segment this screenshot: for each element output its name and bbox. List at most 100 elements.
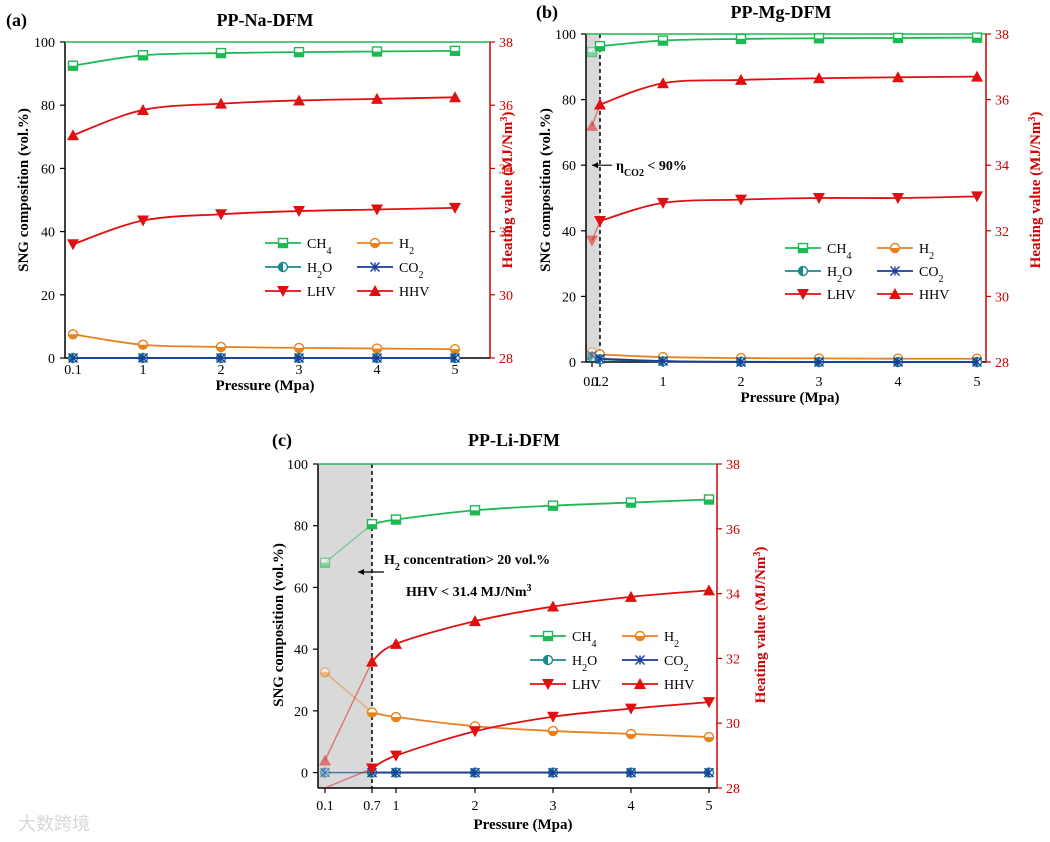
- x-tick-label: 5: [452, 363, 459, 378]
- y2-tick-label: 38: [726, 458, 740, 473]
- panel-b-title: PP-Mg-DFM: [731, 2, 832, 22]
- y2-tick-label: 28: [499, 352, 513, 367]
- legend-label: CO2: [399, 261, 423, 281]
- hhv-data-point: [137, 103, 149, 115]
- hhv-data-point: [703, 584, 715, 596]
- legend-item-hhv: HHV: [357, 285, 429, 300]
- legend-item-h2o: H2O: [530, 654, 597, 674]
- annotation-arrowhead: [592, 162, 598, 169]
- series-line: [371, 589, 710, 663]
- annotation-eta: ηCO2 < 90%: [616, 159, 687, 179]
- y-tick-label: 100: [555, 28, 576, 43]
- h2-marker-fill: [450, 349, 460, 354]
- h2-marker-fill: [890, 248, 900, 253]
- hhv-data-point: [971, 70, 983, 82]
- y-tick-label: 20: [294, 705, 308, 720]
- co2-data-point: [320, 767, 330, 778]
- hhv-data-point: [625, 590, 637, 602]
- y-tick-label: 100: [34, 36, 55, 51]
- panel-c-y2label: Heating value (MJ/Nm3): [752, 547, 770, 704]
- legend-item-h2: H2: [622, 630, 679, 650]
- legend-label: CH4: [827, 242, 851, 262]
- ch4-marker-fill: [320, 562, 330, 568]
- x-tick-label: 2: [738, 375, 745, 390]
- x-tick-label: 5: [974, 375, 981, 390]
- hhv-data-point: [390, 637, 402, 649]
- ch4-marker-fill: [704, 499, 714, 504]
- ch4-marker-fill: [595, 46, 605, 51]
- panel-b-y2label: Heating value (MJ/Nm3): [1027, 112, 1045, 269]
- ch4-marker-fill: [543, 636, 553, 641]
- x-tick-label: 2: [472, 799, 479, 814]
- x-tick-label: 1: [660, 375, 667, 390]
- x-tick-label: 3: [550, 799, 557, 814]
- legend-item-lhv: LHV: [785, 288, 856, 303]
- panel-b-xlabel: Pressure (Mpa): [740, 390, 839, 406]
- hhv-data-point: [657, 77, 669, 89]
- lhv-data-point: [390, 750, 402, 762]
- y2-tick-label: 32: [726, 652, 740, 667]
- y2-tick-label: 30: [995, 290, 1009, 305]
- y2-tick-label: 34: [726, 588, 740, 603]
- lhv-data-point: [293, 206, 305, 218]
- lhv-data-point: [703, 697, 715, 709]
- ch4-marker-fill: [814, 38, 824, 43]
- series-co2: [587, 350, 982, 367]
- y-tick-label: 60: [294, 581, 308, 596]
- series-h2: [319, 667, 715, 743]
- co2-data-point: [626, 767, 636, 778]
- y-tick-label: 40: [562, 225, 576, 240]
- series-line: [72, 333, 456, 351]
- h2-marker-fill: [548, 730, 558, 736]
- h2o-marker-fill: [278, 262, 283, 272]
- series-line: [599, 75, 978, 106]
- panel-b-label: (b): [536, 2, 558, 23]
- series-line: [371, 711, 710, 738]
- y-tick-label: 60: [562, 159, 576, 174]
- co2-data-point: [391, 767, 401, 778]
- series-lhv: [586, 191, 983, 247]
- y-tick-label: 80: [562, 94, 576, 109]
- h2-marker-fill: [138, 344, 148, 350]
- co2-data-point: [736, 357, 746, 367]
- hhv-data-point: [469, 615, 481, 627]
- panel-a-title: PP-Na-DFM: [217, 10, 314, 30]
- co2-data-point: [635, 655, 645, 665]
- legend-item-ch4: CH4: [265, 237, 331, 257]
- series-co2: [68, 353, 460, 363]
- panel-c-ylabel: SNG composition (vol.%): [271, 543, 287, 707]
- y-tick-label: 20: [562, 290, 576, 305]
- ch4-marker-fill: [548, 505, 558, 511]
- x-tick-label: 0.1: [316, 799, 334, 814]
- h2-marker-fill: [626, 734, 636, 739]
- legend-label: HHV: [664, 678, 694, 693]
- hhv-data-point: [547, 600, 559, 612]
- x-tick-label: 3: [296, 363, 303, 378]
- x-tick-label: 0.1: [64, 363, 82, 378]
- y2-tick-label: 38: [995, 28, 1009, 43]
- ch4-marker-fill: [587, 52, 597, 57]
- y2-tick-label: 30: [726, 717, 740, 732]
- annotation-h2: H2 concentration> 20 vol.%: [384, 553, 550, 573]
- co2-data-point: [893, 357, 903, 367]
- x-tick-label: 2: [218, 363, 225, 378]
- h2o-marker-fill: [68, 353, 73, 363]
- lhv-data-point: [366, 763, 378, 775]
- lhv-data-point: [371, 204, 383, 216]
- x-tick-label: 0.7: [363, 799, 381, 814]
- co2-data-point: [450, 353, 460, 363]
- h2-marker-fill: [216, 346, 226, 352]
- legend-item-ch4: CH4: [785, 242, 851, 262]
- panel-c-xlabel: Pressure (Mpa): [473, 817, 572, 833]
- legend: CH4 H2 H2O CO2 LHV HHV: [785, 242, 949, 303]
- co2-data-point: [294, 353, 304, 363]
- lhv-data-point: [625, 703, 637, 715]
- legend-label: HHV: [399, 285, 429, 300]
- lhv-data-point: [215, 209, 227, 221]
- series-line: [599, 353, 978, 360]
- h2-marker-fill: [704, 737, 714, 742]
- panel-b: (b) PP-Mg-DFM Pressure (Mpa) SNG composi…: [536, 2, 1044, 406]
- co2-data-point: [704, 767, 714, 778]
- y-tick-label: 0: [48, 352, 55, 367]
